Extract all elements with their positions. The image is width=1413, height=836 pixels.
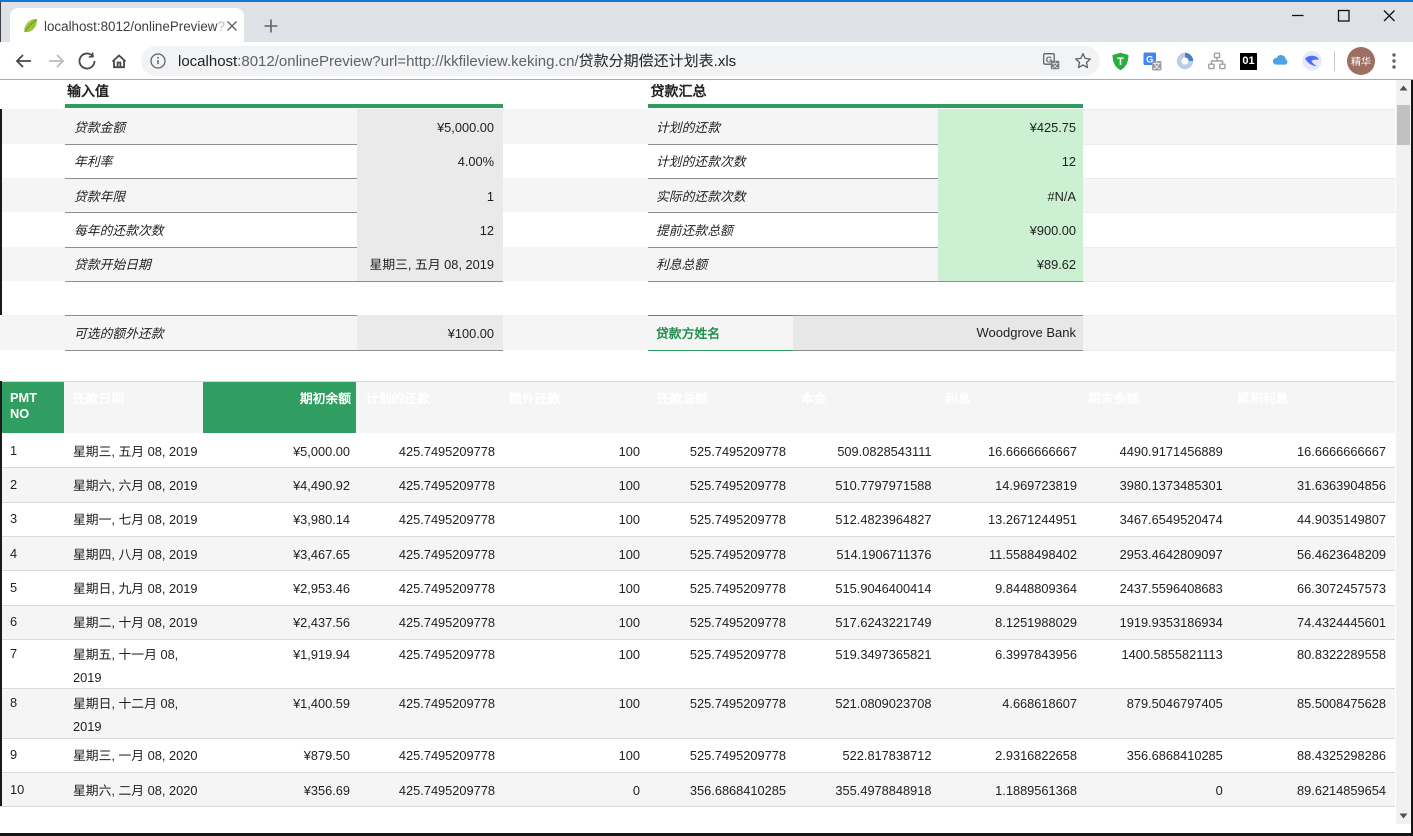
svg-text:G: G: [1146, 54, 1153, 65]
svg-text:T: T: [1117, 56, 1124, 68]
svg-text:文: 文: [1153, 61, 1161, 72]
svg-text:G: G: [1046, 54, 1053, 64]
svg-text:文: 文: [1052, 61, 1059, 70]
